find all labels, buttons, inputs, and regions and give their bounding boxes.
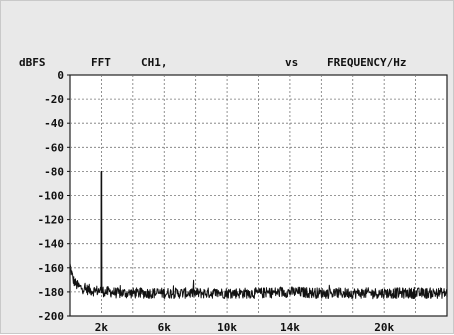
y-tick-label: -120 bbox=[38, 214, 65, 227]
x-axis-label: FREQUENCY/Hz bbox=[327, 56, 406, 69]
y-tick-label: -20 bbox=[44, 93, 64, 106]
x-tick-label: 10k bbox=[217, 321, 237, 334]
chart-title-mode: FFT bbox=[91, 56, 111, 69]
y-tick-label: -40 bbox=[44, 117, 64, 130]
x-axis-ticks: 2k 6k 10k 14k 20k bbox=[95, 321, 395, 334]
chart-title-vs: vs bbox=[285, 56, 298, 69]
y-axis-ticks: 0 -20 -40 -60 -80 -100 -120 -140 -160 -180 -200 bbox=[38, 69, 70, 323]
grid bbox=[70, 75, 447, 316]
y-tick-label: -160 bbox=[38, 262, 65, 275]
x-tick-label: 6k bbox=[158, 321, 172, 334]
y-tick-label: -180 bbox=[38, 286, 65, 299]
x-tick-label: 2k bbox=[95, 321, 109, 334]
y-axis-label: dBFS bbox=[19, 56, 46, 69]
y-tick-label: -200 bbox=[38, 310, 65, 323]
spectrum-trace bbox=[69, 170, 448, 300]
chart-title-channel: CH1, bbox=[141, 56, 168, 69]
y-tick-label: -100 bbox=[38, 190, 65, 203]
y-tick-label: -140 bbox=[38, 238, 65, 251]
y-tick-label: -80 bbox=[44, 165, 64, 178]
noise-floor-line bbox=[69, 170, 448, 300]
x-tick-label: 14k bbox=[280, 321, 300, 334]
y-tick-label: 0 bbox=[57, 69, 64, 82]
y-tick-label: -60 bbox=[44, 141, 64, 154]
x-tick-label: 20k bbox=[374, 321, 394, 334]
